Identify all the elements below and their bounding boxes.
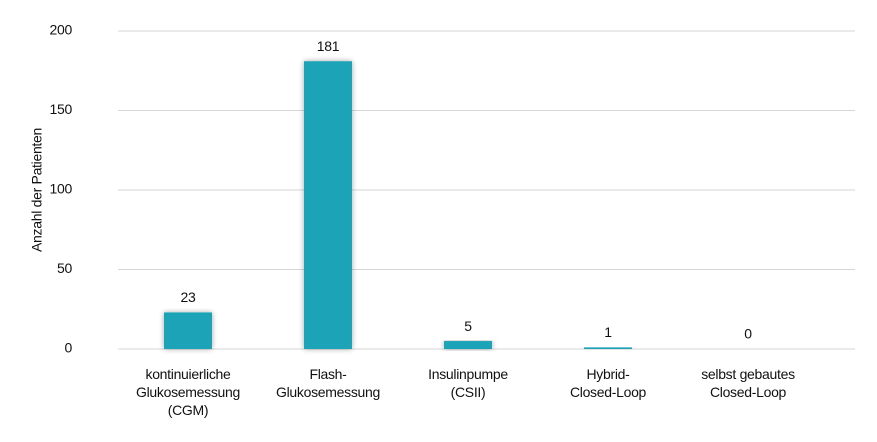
x-tick-label: Flash- Glukosemessung xyxy=(276,366,380,400)
x-tick-label-line: Hybrid- xyxy=(586,366,630,382)
value-label: 5 xyxy=(464,318,472,334)
x-tick-label-line: kontinuierliche xyxy=(146,366,232,382)
y-tick-label: 50 xyxy=(57,260,72,276)
bar xyxy=(164,312,212,349)
x-tick-label: Hybrid- Closed-Loop xyxy=(570,366,647,400)
x-tick-label-line: Flash- xyxy=(309,366,347,382)
y-tick-label: 200 xyxy=(50,22,73,38)
value-label: 1 xyxy=(604,324,612,340)
bar xyxy=(304,61,352,350)
value-label: 0 xyxy=(744,326,752,342)
x-tick-label-line: Closed-Loop xyxy=(570,384,647,400)
value-label: 181 xyxy=(317,38,340,54)
x-tick-label-line: Insulinpumpe xyxy=(428,366,508,382)
x-tick-label-line: Glukosemessung xyxy=(276,384,380,400)
x-tick-label-line: Glukosemessung xyxy=(136,384,240,400)
x-tick-label-line: selbst gebautes xyxy=(701,366,795,382)
bar xyxy=(444,341,492,349)
x-tick-label: Insulinpumpe (CSII) xyxy=(428,366,508,400)
x-tick-label: kontinuierliche Glukosemessung (CGM) xyxy=(136,366,240,418)
y-tick-label: 150 xyxy=(50,101,73,117)
bar xyxy=(584,347,632,349)
y-tick-label: 100 xyxy=(50,181,73,197)
x-tick-label-line: Closed-Loop xyxy=(710,384,787,400)
x-tick-label-line: (CGM) xyxy=(168,402,209,418)
x-tick-label: selbst gebautes Closed-Loop xyxy=(701,366,795,400)
value-label: 23 xyxy=(181,289,196,305)
y-axis-title: Anzahl der Patienten xyxy=(29,128,45,252)
y-tick-label: 0 xyxy=(65,340,73,356)
x-tick-label-line: (CSII) xyxy=(451,384,486,400)
